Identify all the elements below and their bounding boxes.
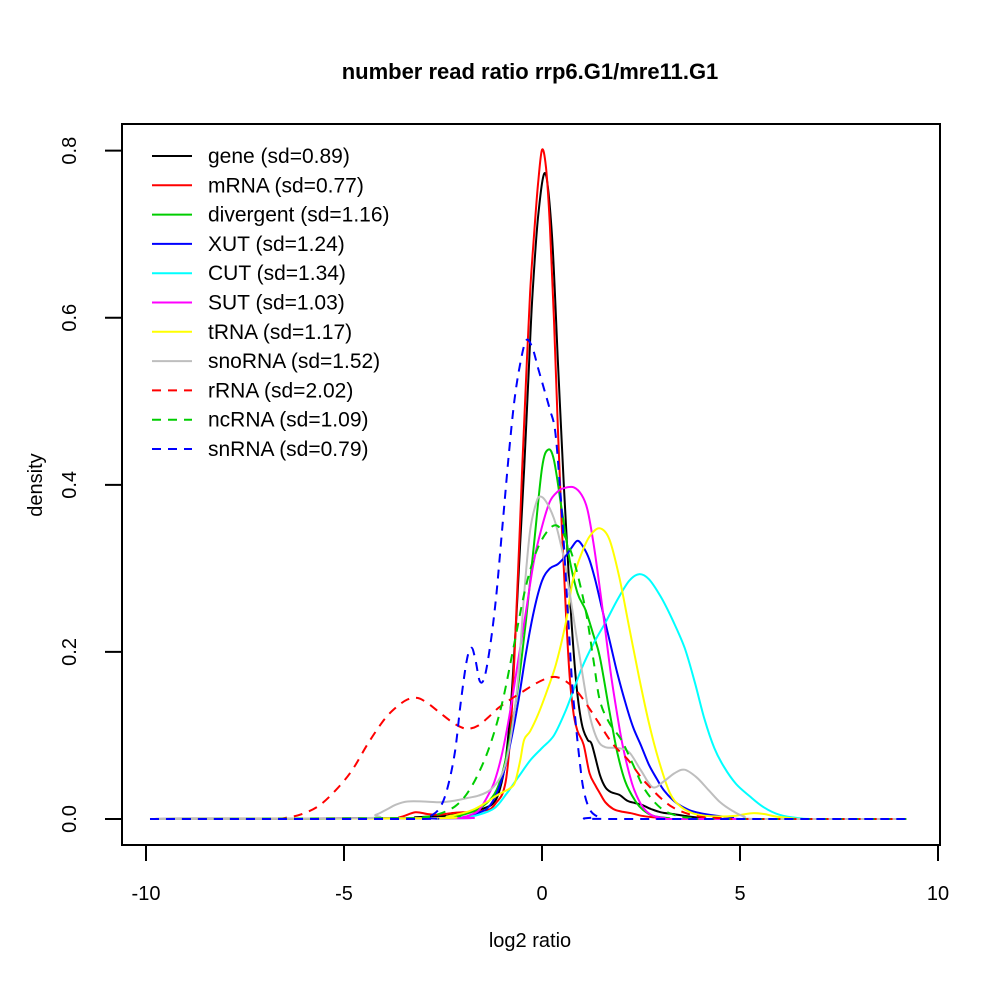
legend-item-mRNA: mRNA (sd=0.77) — [152, 174, 364, 197]
density-curve-tRNA — [149, 527, 907, 821]
legend-item-divergent: divergent (sd=1.16) — [152, 204, 390, 227]
density-curves — [149, 148, 907, 821]
legend-label: XUT (sd=1.24) — [208, 233, 345, 256]
y-axis-tick-label: 0.8 — [59, 137, 81, 165]
legend-item-ncRNA: ncRNA (sd=1.09) — [152, 409, 369, 432]
legend-label: rRNA (sd=2.02) — [208, 379, 353, 402]
x-axis-tick-label: 10 — [927, 883, 949, 905]
x-axis-label: log2 ratio — [489, 930, 571, 952]
density-curve-SUT — [149, 485, 907, 820]
legend-item-snRNA: snRNA (sd=0.79) — [152, 438, 369, 461]
legend-item-CUT: CUT (sd=1.34) — [152, 262, 346, 285]
legend-item-snoRNA: snoRNA (sd=1.52) — [152, 350, 380, 373]
legend-item-gene: gene (sd=0.89) — [152, 145, 350, 168]
x-axis-tick-label: 0 — [536, 883, 547, 905]
x-axis-tick-label: -10 — [132, 883, 161, 905]
legend-item-SUT: SUT (sd=1.03) — [152, 292, 345, 315]
legend-label: gene (sd=0.89) — [208, 145, 350, 168]
y-axis-tick-label: 0.6 — [59, 304, 81, 332]
legend-label: SUT (sd=1.03) — [208, 292, 345, 315]
legend-label: snRNA (sd=0.79) — [208, 438, 369, 461]
legend-label: CUT (sd=1.34) — [208, 262, 346, 285]
legend-label: snoRNA (sd=1.52) — [208, 350, 380, 373]
density-curve-rRNA — [149, 675, 907, 821]
plot-box — [121, 123, 941, 846]
legend-item-XUT: XUT (sd=1.24) — [152, 233, 345, 256]
y-axis-tick-label: 0.0 — [59, 805, 81, 833]
x-axis-tick-label: 5 — [734, 883, 745, 905]
legend-label: mRNA (sd=0.77) — [208, 174, 364, 197]
x-axis-tick-label: -5 — [335, 883, 353, 905]
density-curve-snRNA — [149, 338, 907, 821]
density-curve-snoRNA — [149, 495, 907, 821]
legend-label: tRNA (sd=1.17) — [208, 321, 352, 344]
legend-item-rRNA: rRNA (sd=2.02) — [152, 379, 353, 402]
y-axis-label: density — [25, 453, 47, 516]
legend-item-tRNA: tRNA (sd=1.17) — [152, 321, 352, 344]
y-axis-tick-label: 0.4 — [59, 471, 81, 499]
legend-label: ncRNA (sd=1.09) — [208, 409, 369, 432]
axes: -10 -5 0 5 10 0.0 0.2 0.4 0.6 0.8 — [59, 137, 949, 905]
y-axis-tick-label: 0.2 — [59, 638, 81, 666]
chart-title: number read ratio rrp6.G1/mre11.G1 — [342, 59, 719, 84]
density-curve-CUT — [149, 573, 907, 821]
legend-label: divergent (sd=1.16) — [208, 204, 390, 227]
legend: gene (sd=0.89) mRNA (sd=0.77) divergent (s… — [152, 145, 390, 461]
